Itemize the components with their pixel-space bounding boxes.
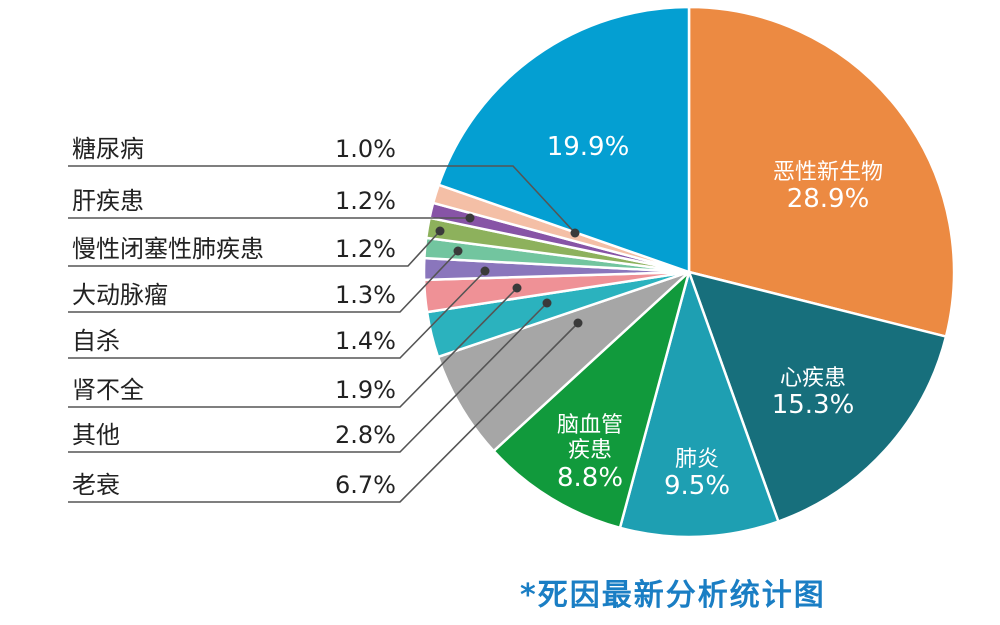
legend-value: 1.2% [335, 187, 396, 215]
pie-slice-恶性新生物 [687, 5, 956, 338]
leader-dot [465, 213, 475, 223]
legend-value: 1.3% [335, 281, 396, 309]
pie-slices [422, 5, 956, 539]
leader-line [68, 302, 548, 453]
legend-value: 1.9% [335, 376, 396, 404]
slice-label-name: 疾患 [567, 438, 612, 464]
slice-label-name: 脑血管 [556, 413, 623, 438]
slice-label-name: 肺炎 [674, 447, 719, 472]
slice-label-percent: 9.5% [663, 471, 731, 502]
slice-label: 脑血管 疾患 8.8% [557, 413, 623, 493]
slice-label: 肺炎 9.5% [664, 447, 730, 502]
leader-line [68, 287, 518, 408]
leader-line [68, 230, 441, 267]
chart-title: *死因最新分析统计图 [520, 578, 826, 613]
legend-value: 1.4% [335, 327, 396, 355]
legend-label: 老衰 [72, 471, 120, 499]
leader-dot [480, 266, 490, 276]
leader-dot [573, 318, 583, 328]
legend-value: 2.8% [335, 421, 396, 449]
slice-label-percent: 15.3% [771, 390, 855, 421]
leader-dot [570, 228, 580, 238]
slice-label-percent: 28.9% [786, 184, 870, 215]
leader-line [68, 322, 579, 503]
leader-line [68, 270, 486, 359]
slice-label: 19.9% [546, 132, 630, 163]
legend-value: 6.7% [335, 471, 396, 499]
leader-line [68, 165, 576, 234]
pie-slice-脑血管疾患 [492, 270, 691, 530]
leader-dot [453, 246, 463, 256]
pie-slice-心疾患 [687, 270, 948, 523]
legend-label: 慢性闭塞性肺疾患 [72, 235, 264, 263]
slice-label-percent: 8.8% [556, 462, 624, 493]
legend-label: 大动脉瘤 [72, 281, 168, 309]
legend-label: 糖尿病 [72, 135, 144, 163]
legend-value: 1.2% [335, 235, 396, 263]
slice-label: 恶性新生物 28.9% [773, 160, 883, 215]
leader-lines [68, 165, 583, 503]
pie-slice-肺炎 [618, 270, 780, 539]
leader-dot [512, 283, 522, 293]
pie-slice-老衰 [436, 270, 691, 453]
legend-label: 自杀 [72, 327, 120, 355]
leader-dot [542, 298, 552, 308]
legend-value: 1.0% [335, 135, 396, 163]
slice-label-percent: 19.9% [546, 132, 630, 162]
leader-dot [435, 226, 445, 236]
leader-line [68, 250, 459, 313]
pie-slice-unlabeled [437, 5, 691, 274]
slice-label: 心疾患 15.3% [772, 366, 855, 421]
slice-label-name: 恶性新生物 [772, 160, 884, 185]
legend-label: 肾不全 [72, 376, 144, 404]
slice-label-name: 心疾患 [779, 366, 847, 391]
legend-label: 其他 [72, 421, 120, 449]
legend-label: 肝疾患 [72, 187, 144, 215]
